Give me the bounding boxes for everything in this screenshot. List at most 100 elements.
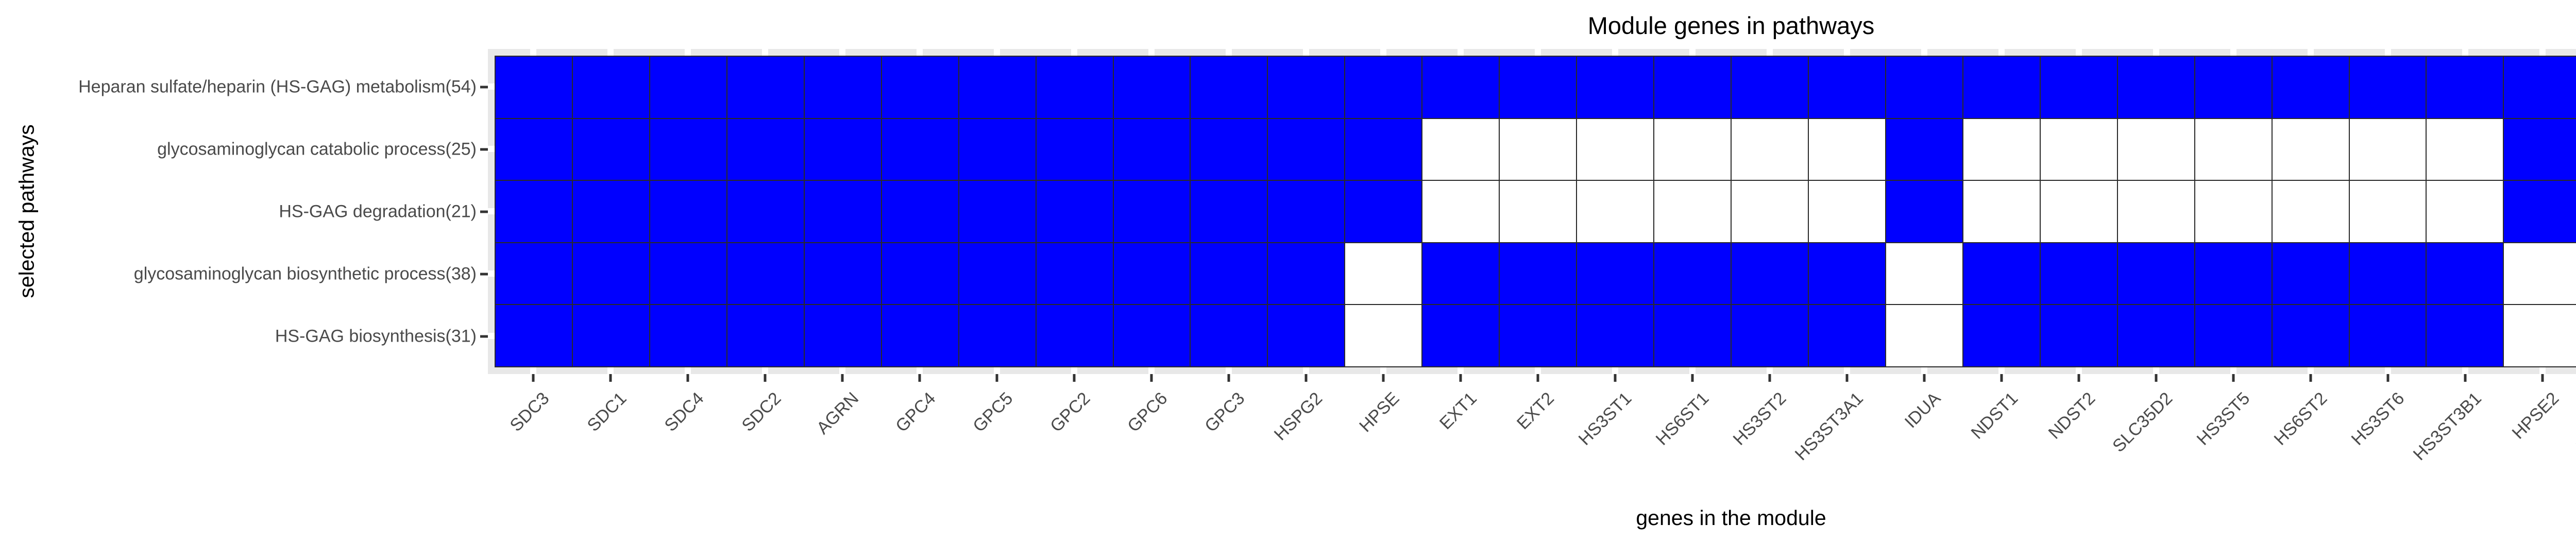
x-tick-label: SDC4: [660, 388, 708, 436]
x-axis-tick: [2541, 374, 2544, 382]
heatmap-cell: [2504, 57, 2576, 118]
heatmap-cell: [2195, 243, 2272, 305]
x-axis-tick: [2309, 374, 2312, 382]
x-axis-tick: [532, 374, 535, 382]
heatmap-cell: [1500, 181, 1577, 242]
x-axis-title: genes in the module: [1636, 506, 1826, 530]
heatmap-cell: [1963, 181, 2040, 242]
heatmap-cell: [1500, 119, 1577, 180]
heatmap-cell: [1577, 119, 1654, 180]
heatmap-cell: [2195, 181, 2272, 242]
x-tick-label: HS3ST5: [2193, 388, 2253, 449]
heatmap-cell: [2117, 181, 2194, 242]
heatmap-cell: [1577, 181, 1654, 242]
x-tick-label: HS6ST2: [2270, 388, 2331, 449]
heatmap-cell: [959, 181, 1036, 242]
heatmap-cell: [1963, 305, 2040, 366]
heatmap-cell: [1808, 305, 1885, 366]
x-axis-tick: [1150, 374, 1153, 382]
heatmap-cell: [1500, 305, 1577, 366]
x-tick-label: HS3ST1: [1574, 388, 1635, 449]
heatmap-cell: [2427, 57, 2503, 118]
heatmap-cell: [2349, 119, 2426, 180]
heatmap-cell: [1654, 119, 1731, 180]
heatmap-cell: [2117, 119, 2194, 180]
heatmap-cell: [1577, 305, 1654, 366]
heatmap-cell: [2040, 181, 2117, 242]
heatmap-cell: [2117, 243, 2194, 305]
heatmap-cell: [727, 305, 804, 366]
heatmap-cell: [496, 57, 572, 118]
x-tick-label: EXT1: [1435, 388, 1481, 434]
heatmap-cell: [1191, 119, 1267, 180]
x-tick-label: HSPG2: [1270, 388, 1326, 445]
heatmap-cell: [882, 305, 958, 366]
x-axis-tick: [764, 374, 767, 382]
x-axis-tick: [918, 374, 921, 382]
heatmap-cell: [727, 57, 804, 118]
heatmap-cell: [2349, 181, 2426, 242]
heatmap-cell: [1036, 243, 1113, 305]
x-tick-label: SDC3: [506, 388, 553, 436]
x-tick-label: HS3ST6: [2347, 388, 2408, 449]
heatmap-cell: [1422, 243, 1499, 305]
y-tick-label: glycosaminoglycan catabolic process(25): [157, 139, 477, 159]
x-tick-label: GPC2: [1046, 388, 1094, 436]
heatmap-cell: [1422, 181, 1499, 242]
heatmap-cell: [804, 243, 881, 305]
heatmap-cell: [1036, 305, 1113, 366]
x-axis-tick: [686, 374, 689, 382]
heatmap-cell: [882, 119, 958, 180]
heatmap-cell: [572, 305, 649, 366]
heatmap-cell: [1422, 305, 1499, 366]
heatmap-cell: [1808, 243, 1885, 305]
heatmap-cell: [1654, 243, 1731, 305]
heatmap-cell: [650, 57, 726, 118]
y-axis-tick: [480, 86, 488, 88]
x-axis-labels: SDC3 SDC1 SDC4 SDC2 AGRN GPC4 GPC5 GPC2 GPC6 GPC3…: [495, 385, 2576, 488]
heatmap-cell: [1268, 119, 1345, 180]
x-tick-label: B4GALT7: [2572, 388, 2576, 456]
x-axis-tick: [2000, 374, 2003, 382]
y-axis-tick: [480, 273, 488, 275]
heatmap-cell: [1886, 243, 1962, 305]
heatmap-cell: [1113, 243, 1190, 305]
heatmap-cell: [2427, 181, 2503, 242]
heatmap-cell: [804, 305, 881, 366]
heatmap-cell: [1191, 243, 1267, 305]
heatmap-cell: [1113, 305, 1190, 366]
x-tick-label: IDUA: [1901, 388, 1944, 432]
x-tick-label: SLC35D2: [2108, 388, 2176, 457]
heatmap-cell: [959, 119, 1036, 180]
heatmap-cell: [496, 119, 572, 180]
heatmap-cell: [1345, 57, 1422, 118]
x-axis-tick: [2386, 374, 2389, 382]
y-tick-label: Heparan sulfate/heparin (HS-GAG) metabol…: [78, 77, 477, 96]
heatmap-cell: [1808, 57, 1885, 118]
panel-border-top: [495, 49, 2576, 56]
heatmap-cell: [1577, 57, 1654, 118]
heatmap-cell: [2427, 119, 2503, 180]
x-axis-tick: [2077, 374, 2080, 382]
heatmap-cell: [882, 181, 958, 242]
heatmap-cell: [2504, 181, 2576, 242]
plot-title: Module genes in pathways: [1587, 12, 1875, 39]
x-tick-label: HS6ST1: [1652, 388, 1713, 449]
heatmap-cell: [2427, 243, 2503, 305]
heatmap-cell: [1422, 119, 1499, 180]
heatmap-cell: [572, 243, 649, 305]
heatmap-cell: [1732, 305, 1808, 366]
x-tick-label: GPC4: [892, 388, 940, 436]
heatmap-cell: [2427, 305, 2503, 366]
x-axis-tick: [2464, 374, 2467, 382]
heatmap-cell: [959, 305, 1036, 366]
x-axis-tick: [995, 374, 998, 382]
heatmap-cell: [1886, 181, 1962, 242]
heatmap-cell: [1345, 243, 1422, 305]
y-axis-labels: Heparan sulfate/heparin (HS-GAG) metabol…: [0, 56, 477, 367]
heatmap-cell: [2272, 57, 2349, 118]
x-tick-label: GPC3: [1201, 388, 1249, 436]
heatmap-cell: [1808, 119, 1885, 180]
heatmap-cell: [1191, 181, 1267, 242]
